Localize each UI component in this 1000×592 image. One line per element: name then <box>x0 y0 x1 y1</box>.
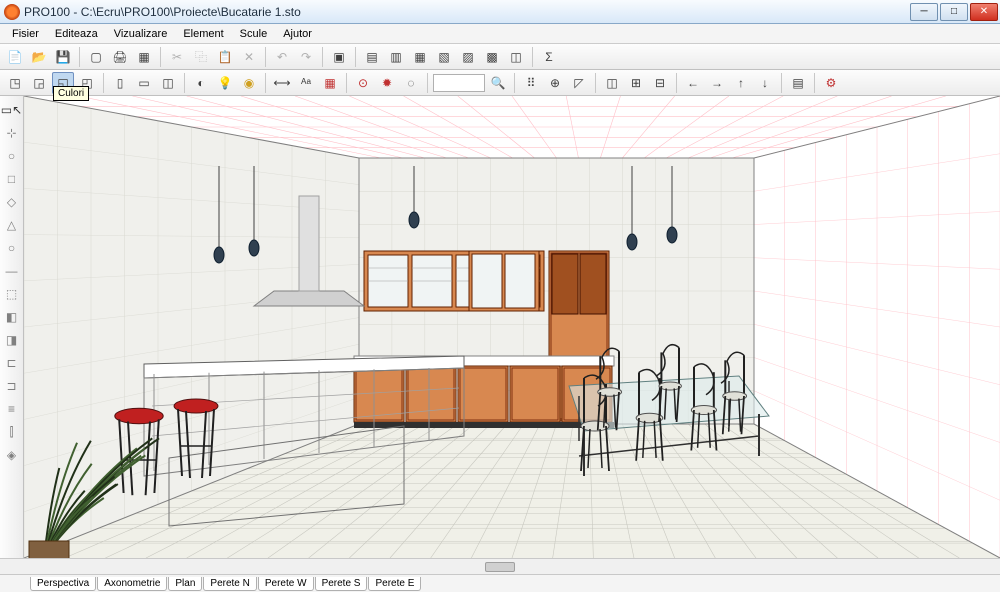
side-toolbar: ▭↖ ⊹ ○ □ ◇ △ ○ — ⬚ ◧ ◨ ⊏ ⊐ ≡ ⫿ ◈ <box>0 96 24 558</box>
s7-icon[interactable]: ⬚ <box>2 284 22 304</box>
app-icon <box>4 4 20 20</box>
titlebar: PRO100 - C:\Ecru\PRO100\Proiecte\Bucatar… <box>0 0 1000 24</box>
open-icon[interactable]: 📂 <box>28 46 50 68</box>
maximize-button[interactable]: □ <box>940 3 968 21</box>
toolbar-1: 📄 📂 💾 ▢ 🖨 ▦ ✂ ⿻ 📋 ✕ ↶ ↷ ▣ ▤ ▥ ▦ ▧ ▨ ▩ ◫ … <box>0 44 1000 70</box>
select-icon[interactable]: ▭↖ <box>2 100 22 120</box>
print-icon[interactable]: 🖨 <box>109 46 131 68</box>
grid-icon[interactable]: ▦ <box>319 72 341 94</box>
menu-editeaza[interactable]: Editeaza <box>47 26 106 42</box>
report2-icon[interactable]: ▥ <box>385 46 407 68</box>
align1-icon[interactable]: ⊕ <box>544 72 566 94</box>
view2-icon[interactable]: ▭ <box>133 72 155 94</box>
scrollbar-horizontal[interactable] <box>0 558 1000 574</box>
s14-icon[interactable]: ◈ <box>2 445 22 465</box>
preview-icon[interactable]: ▦ <box>133 46 155 68</box>
s9-icon[interactable]: ◨ <box>2 330 22 350</box>
save-icon[interactable]: 💾 <box>52 46 74 68</box>
tab-perete-n[interactable]: Perete N <box>203 577 256 591</box>
menu-scule[interactable]: Scule <box>232 26 276 42</box>
s6-icon[interactable]: — <box>2 261 22 281</box>
toolbar-2: ◳ ◲ ◱ ◰ ▯ ▭ ◫ ◐ 💡 ◉ ⟷ ᴬᵃ ▦ ⊙ ✹ ◌ 🔍 ⠿ ⊕ ◸… <box>0 70 1000 96</box>
paste-icon[interactable]: 📋 <box>214 46 236 68</box>
menu-vizualizare[interactable]: Vizualizare <box>106 26 176 42</box>
copy-icon[interactable]: ⿻ <box>190 46 212 68</box>
sum-icon[interactable]: Σ <box>538 46 560 68</box>
zoom-combo[interactable] <box>433 74 485 92</box>
tab-perete-e[interactable]: Perete E <box>368 577 421 591</box>
cut-icon[interactable]: ✂ <box>166 46 188 68</box>
export-icon[interactable]: ▢ <box>85 46 107 68</box>
report3-icon[interactable]: ▦ <box>409 46 431 68</box>
s5-icon[interactable]: ○ <box>2 238 22 258</box>
t2-icon[interactable]: ⊞ <box>625 72 647 94</box>
menubar: Fisier Editeaza Vizualizare Element Scul… <box>0 24 1000 44</box>
delete-icon[interactable]: ✕ <box>238 46 260 68</box>
tooltip: Culori <box>53 86 89 101</box>
close-button[interactable]: ✕ <box>970 3 998 21</box>
light2-icon[interactable]: ⊹ <box>2 123 22 143</box>
tab-perete-s[interactable]: Perete S <box>315 577 368 591</box>
snap2-icon[interactable]: ◌ <box>400 72 422 94</box>
library-icon[interactable]: ▣ <box>328 46 350 68</box>
report1-icon[interactable]: ▤ <box>361 46 383 68</box>
report5-icon[interactable]: ▨ <box>457 46 479 68</box>
redo-icon[interactable]: ↷ <box>295 46 317 68</box>
window-title: PRO100 - C:\Ecru\PRO100\Proiecte\Bucatar… <box>24 5 908 19</box>
viewport-3d[interactable] <box>24 96 1000 558</box>
menu-ajutor[interactable]: Ajutor <box>275 26 320 42</box>
s1-icon[interactable]: ○ <box>2 146 22 166</box>
t3-icon[interactable]: ⊟ <box>649 72 671 94</box>
tab-plan[interactable]: Plan <box>168 577 202 591</box>
workspace: ▭↖ ⊹ ○ □ ◇ △ ○ — ⬚ ◧ ◨ ⊏ ⊐ ≡ ⫿ ◈ <box>0 96 1000 558</box>
view1-icon[interactable]: ▯ <box>109 72 131 94</box>
s10-icon[interactable]: ⊏ <box>2 353 22 373</box>
s4-icon[interactable]: △ <box>2 215 22 235</box>
dim-icon[interactable]: ⟷ <box>271 72 293 94</box>
tab-axonometrie[interactable]: Axonometrie <box>97 577 167 591</box>
gear-icon[interactable]: ⚙ <box>820 72 842 94</box>
s8-icon[interactable]: ◧ <box>2 307 22 327</box>
tab-perspectiva[interactable]: Perspectiva <box>30 577 96 591</box>
view-tabs: Perspectiva Axonometrie Plan Perete N Pe… <box>0 574 1000 592</box>
undo-icon[interactable]: ↶ <box>271 46 293 68</box>
t1-icon[interactable]: ◫ <box>601 72 623 94</box>
s13-icon[interactable]: ⫿ <box>2 422 22 442</box>
dots-icon[interactable]: ⠿ <box>520 72 542 94</box>
menu-element[interactable]: Element <box>175 26 231 42</box>
cursor-icon[interactable]: ◸ <box>568 72 590 94</box>
s3-icon[interactable]: ◇ <box>2 192 22 212</box>
snap1-icon[interactable]: ✹ <box>376 72 398 94</box>
window-controls: ─ □ ✕ <box>908 3 998 21</box>
menu-fisier[interactable]: Fisier <box>4 26 47 42</box>
hidden-icon[interactable]: ◲ <box>28 72 50 94</box>
zoom-icon[interactable]: 🔍 <box>487 72 509 94</box>
wireframe-icon[interactable]: ◳ <box>4 72 26 94</box>
bulb-icon[interactable]: ◉ <box>238 72 260 94</box>
minimize-button[interactable]: ─ <box>910 3 938 21</box>
s2-icon[interactable]: □ <box>2 169 22 189</box>
report4-icon[interactable]: ▧ <box>433 46 455 68</box>
a1-icon[interactable]: ← <box>682 72 704 94</box>
report7-icon[interactable]: ◫ <box>505 46 527 68</box>
scroll-thumb[interactable] <box>485 562 515 572</box>
a3-icon[interactable]: ↑ <box>730 72 752 94</box>
report6-icon[interactable]: ▩ <box>481 46 503 68</box>
new-icon[interactable]: 📄 <box>4 46 26 68</box>
view3-icon[interactable]: ◫ <box>157 72 179 94</box>
s11-icon[interactable]: ⊐ <box>2 376 22 396</box>
light-icon[interactable]: 💡 <box>214 72 236 94</box>
label-icon[interactable]: ᴬᵃ <box>295 72 317 94</box>
magnet-icon[interactable]: ⊙ <box>352 72 374 94</box>
a2-icon[interactable]: → <box>706 72 728 94</box>
tab-perete-w[interactable]: Perete W <box>258 577 314 591</box>
a4-icon[interactable]: ↓ <box>754 72 776 94</box>
cfg-icon[interactable]: ▤ <box>787 72 809 94</box>
s12-icon[interactable]: ≡ <box>2 399 22 419</box>
render-icon[interactable]: ◐ <box>190 72 212 94</box>
